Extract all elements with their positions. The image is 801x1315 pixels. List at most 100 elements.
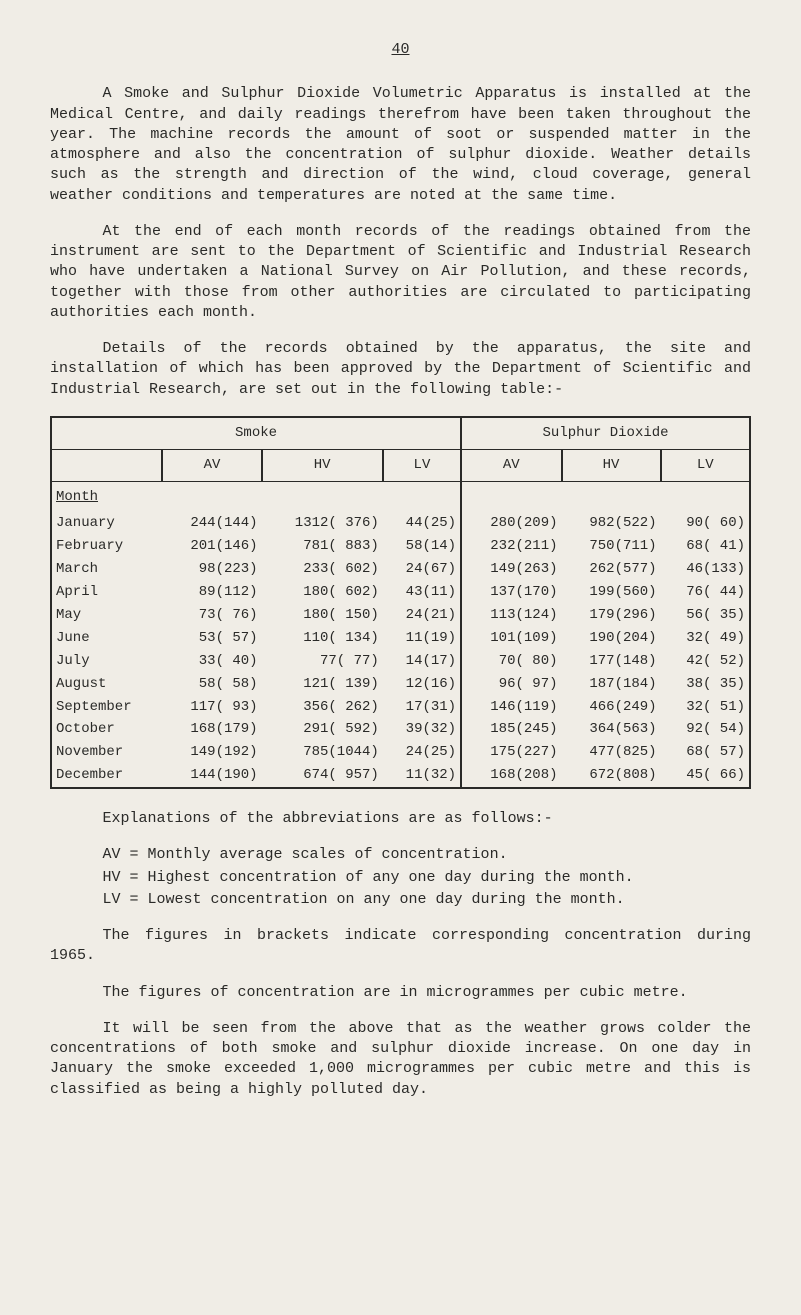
cell-so2-av: 175(227) <box>461 741 561 764</box>
col-lv-smoke: LV <box>383 449 461 481</box>
cell-month: May <box>51 604 162 627</box>
col-hv-so2: HV <box>562 449 661 481</box>
data-table: Smoke Sulphur Dioxide AV HV LV AV HV LV … <box>50 416 751 789</box>
cell-so2-hv: 750(711) <box>562 535 661 558</box>
def-hv: HV = Highest concentration of any one da… <box>103 868 752 888</box>
cell-smoke-hv: 356( 262) <box>262 696 383 719</box>
cell-month: November <box>51 741 162 764</box>
cell-so2-av: 137(170) <box>461 581 561 604</box>
cell-smoke-hv: 785(1044) <box>262 741 383 764</box>
cell-smoke-lv: 24(25) <box>383 741 461 764</box>
cell-smoke-av: 117( 93) <box>162 696 261 719</box>
col-lv-so2: LV <box>661 449 750 481</box>
cell-smoke-hv: 781( 883) <box>262 535 383 558</box>
cell-so2-av: 146(119) <box>461 696 561 719</box>
cell-month: September <box>51 696 162 719</box>
table-row: December144(190)674( 957)11(32)168(208)6… <box>51 764 750 788</box>
cell-smoke-hv: 180( 150) <box>262 604 383 627</box>
cell-smoke-lv: 44(25) <box>383 512 461 535</box>
cell-so2-av: 113(124) <box>461 604 561 627</box>
cell-smoke-lv: 17(31) <box>383 696 461 719</box>
explanations-heading: Explanations of the abbreviations are as… <box>50 809 751 829</box>
cell-smoke-av: 33( 40) <box>162 650 261 673</box>
cell-smoke-hv: 180( 602) <box>262 581 383 604</box>
cell-smoke-av: 98(223) <box>162 558 261 581</box>
cell-so2-hv: 672(808) <box>562 764 661 788</box>
cell-so2-av: 149(263) <box>461 558 561 581</box>
cell-smoke-av: 149(192) <box>162 741 261 764</box>
cell-smoke-hv: 674( 957) <box>262 764 383 788</box>
paragraph-1: A Smoke and Sulphur Dioxide Volumetric A… <box>50 84 751 206</box>
table-row: July33( 40)77( 77)14(17)70( 80)177(148)4… <box>51 650 750 673</box>
table-group-so2: Sulphur Dioxide <box>461 417 750 449</box>
cell-so2-lv: 76( 44) <box>661 581 750 604</box>
cell-smoke-hv: 121( 139) <box>262 673 383 696</box>
paragraph-3: Details of the records obtained by the a… <box>50 339 751 400</box>
table-row: January244(144)1312( 376)44(25)280(209)9… <box>51 512 750 535</box>
cell-smoke-hv: 233( 602) <box>262 558 383 581</box>
cell-smoke-hv: 291( 592) <box>262 718 383 741</box>
cell-so2-lv: 38( 35) <box>661 673 750 696</box>
cell-so2-lv: 32( 51) <box>661 696 750 719</box>
month-header: Month <box>51 481 162 512</box>
cell-so2-lv: 42( 52) <box>661 650 750 673</box>
col-av-smoke: AV <box>162 449 261 481</box>
cell-so2-lv: 45( 66) <box>661 764 750 788</box>
cell-so2-lv: 46(133) <box>661 558 750 581</box>
cell-so2-hv: 187(184) <box>562 673 661 696</box>
cell-so2-av: 101(109) <box>461 627 561 650</box>
cell-smoke-av: 244(144) <box>162 512 261 535</box>
cell-so2-lv: 56( 35) <box>661 604 750 627</box>
col-hv-smoke: HV <box>262 449 383 481</box>
col-av-so2: AV <box>461 449 561 481</box>
cell-smoke-lv: 11(19) <box>383 627 461 650</box>
cell-so2-hv: 179(296) <box>562 604 661 627</box>
cell-smoke-hv: 1312( 376) <box>262 512 383 535</box>
cell-so2-lv: 92( 54) <box>661 718 750 741</box>
cell-so2-av: 185(245) <box>461 718 561 741</box>
cell-so2-hv: 982(522) <box>562 512 661 535</box>
cell-smoke-av: 201(146) <box>162 535 261 558</box>
table-row: November149(192)785(1044)24(25)175(227)4… <box>51 741 750 764</box>
cell-smoke-av: 168(179) <box>162 718 261 741</box>
cell-so2-hv: 364(563) <box>562 718 661 741</box>
paragraph-units: The figures of concentration are in micr… <box>50 983 751 1003</box>
cell-smoke-hv: 110( 134) <box>262 627 383 650</box>
paragraph-2: At the end of each month records of the … <box>50 222 751 323</box>
cell-month: October <box>51 718 162 741</box>
cell-so2-av: 168(208) <box>461 764 561 788</box>
cell-so2-lv: 68( 57) <box>661 741 750 764</box>
cell-smoke-lv: 12(16) <box>383 673 461 696</box>
cell-so2-hv: 177(148) <box>562 650 661 673</box>
cell-so2-lv: 68( 41) <box>661 535 750 558</box>
cell-smoke-lv: 39(32) <box>383 718 461 741</box>
cell-month: August <box>51 673 162 696</box>
table-row: September117( 93)356( 262)17(31)146(119)… <box>51 696 750 719</box>
table-row: May73( 76)180( 150)24(21)113(124)179(296… <box>51 604 750 627</box>
def-lv: LV = Lowest concentration on any one day… <box>103 890 752 910</box>
cell-smoke-hv: 77( 77) <box>262 650 383 673</box>
cell-smoke-lv: 11(32) <box>383 764 461 788</box>
cell-smoke-lv: 24(21) <box>383 604 461 627</box>
table-row: March98(223)233( 602)24(67)149(263)262(5… <box>51 558 750 581</box>
def-av: AV = Monthly average scales of concentra… <box>103 845 752 865</box>
table-blank-header <box>51 449 162 481</box>
table-row: August58( 58)121( 139)12(16)96( 97)187(1… <box>51 673 750 696</box>
cell-smoke-lv: 14(17) <box>383 650 461 673</box>
cell-smoke-av: 144(190) <box>162 764 261 788</box>
table-row: April89(112)180( 602)43(11)137(170)199(5… <box>51 581 750 604</box>
page-number: 40 <box>50 40 751 60</box>
cell-month: June <box>51 627 162 650</box>
cell-so2-hv: 477(825) <box>562 741 661 764</box>
cell-so2-av: 280(209) <box>461 512 561 535</box>
cell-month: January <box>51 512 162 535</box>
table-row: June53( 57)110( 134)11(19)101(109)190(20… <box>51 627 750 650</box>
cell-smoke-av: 58( 58) <box>162 673 261 696</box>
cell-so2-lv: 32( 49) <box>661 627 750 650</box>
paragraph-brackets: The figures in brackets indicate corresp… <box>50 926 751 967</box>
cell-month: March <box>51 558 162 581</box>
cell-so2-av: 232(211) <box>461 535 561 558</box>
cell-so2-av: 70( 80) <box>461 650 561 673</box>
cell-so2-hv: 190(204) <box>562 627 661 650</box>
table-row: February201(146)781( 883)58(14)232(211)7… <box>51 535 750 558</box>
